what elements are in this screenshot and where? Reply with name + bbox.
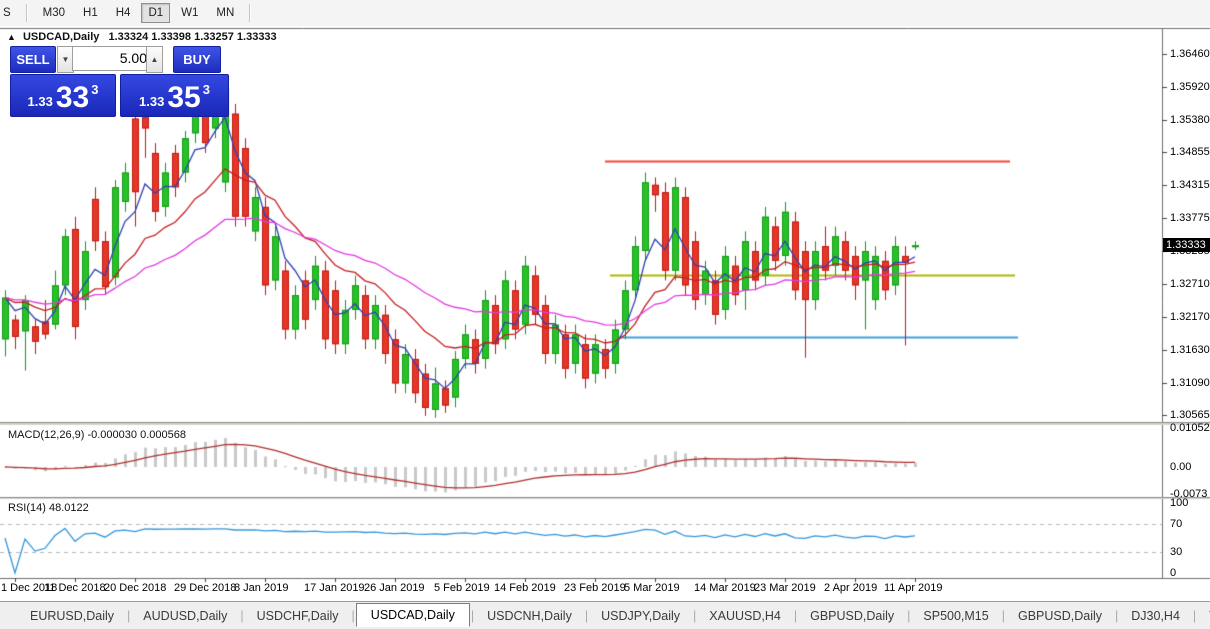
tab-separator: | <box>584 608 589 623</box>
current-price-tag: 1.33333 <box>1163 238 1210 253</box>
tab-separator: | <box>693 608 697 623</box>
chart-tab-eurusd-daily[interactable]: EURUSD,Daily <box>30 608 115 623</box>
tab-separator: | <box>240 608 244 623</box>
tab-separator: | <box>1192 608 1197 623</box>
chart-tab-sp500-m15[interactable]: SP500,M15 <box>923 608 989 623</box>
timeframe-toolbar: S M30 H1 H4 D1 W1 MN <box>0 0 1210 27</box>
chart-tab-usdchf-daily[interactable]: USDCHF,Daily <box>256 608 339 623</box>
sell-button[interactable]: SELL <box>10 46 56 73</box>
macd-indicator-label: MACD(12,26,9) -0.000030 0.000568 <box>8 429 186 441</box>
tab-separator: | <box>793 608 798 623</box>
chart-tab-usdcad-daily[interactable]: USDCAD,Daily <box>355 602 470 627</box>
buy-price-big: 35 <box>167 81 201 114</box>
buy-price-panel[interactable]: 1.33 35 3 <box>120 74 229 117</box>
chart-tab-gbpusd-daily[interactable]: GBPUSD,Daily <box>1017 608 1103 623</box>
timeframe-button-h4[interactable]: H4 <box>115 7 131 19</box>
chart-tab-usdjpy-daily[interactable]: USDJPY,Daily <box>601 608 681 623</box>
timeframe-buttons: M30 H1 H4 D1 W1 MN <box>34 3 244 23</box>
volume-increase-button[interactable]: ▲ <box>146 46 163 73</box>
toolbar-separator <box>25 4 28 22</box>
volume-input[interactable]: 5.00 <box>72 46 156 71</box>
tab-separator: | <box>470 608 475 623</box>
tab-separator: | <box>351 608 355 623</box>
buy-price-sup: 3 <box>202 82 210 97</box>
tab-separator: | <box>907 608 911 623</box>
chart-tab-xauusd-h4[interactable]: XAUUSD,H4 <box>709 608 781 623</box>
chart-tab-tech100-h1[interactable]: TECH100,H1 <box>1197 605 1210 627</box>
chart-tab-audusd-daily[interactable]: AUDUSD,Daily <box>143 608 228 623</box>
ohlc-values: 1.33324 1.33398 1.33257 1.33333 <box>108 31 277 43</box>
buy-button[interactable]: BUY <box>173 46 221 73</box>
rsi-indicator-label: RSI(14) 48.0122 <box>8 502 89 514</box>
timeframe-button-d1[interactable]: D1 <box>141 3 171 23</box>
collapse-icon[interactable]: ▲ <box>7 32 16 42</box>
chart-tab-usdcnh-daily[interactable]: USDCNH,Daily <box>487 608 572 623</box>
toolbar-separator <box>249 4 252 22</box>
symbol-label: USDCAD,Daily <box>22 31 100 43</box>
buy-price-prefix: 1.33 <box>139 94 165 109</box>
one-click-trading-panel: SELL ▼ 5.00 ▲ BUY 1.33 33 3 1.33 35 3 <box>8 46 230 138</box>
sell-price-big: 33 <box>55 81 90 114</box>
sell-price-sup: 3 <box>91 82 99 97</box>
tab-separator: | <box>1115 608 1119 623</box>
timeframe-button-m30[interactable]: M30 <box>42 7 66 19</box>
price-chart-canvas[interactable] <box>0 26 1210 601</box>
timeframe-button-mn[interactable]: MN <box>216 7 235 19</box>
timeframe-button-partial[interactable]: S <box>3 7 11 19</box>
sell-price-prefix: 1.33 <box>27 94 53 109</box>
chart-tab-dj30-h4[interactable]: DJ30,H4 <box>1131 608 1180 623</box>
timeframe-button-h1[interactable]: H1 <box>83 7 98 19</box>
sell-price-panel[interactable]: 1.33 33 3 <box>10 74 116 117</box>
chart-window: ▲ USDCAD,Daily 1.33324 1.33398 1.33257 1… <box>0 26 1210 601</box>
tab-separator: | <box>1001 608 1005 623</box>
tab-separator: | <box>127 608 131 623</box>
chart-tab-bar: EURUSD,Daily | AUDUSD,Daily | USDCHF,Daily | U… <box>0 601 1210 629</box>
chart-symbol-header: ▲ USDCAD,Daily 1.33324 1.33398 1.33257 1… <box>7 31 277 43</box>
timeframe-button-w1[interactable]: W1 <box>181 7 199 19</box>
chart-tab-gbpusd-daily[interactable]: GBPUSD,Daily <box>810 608 895 623</box>
